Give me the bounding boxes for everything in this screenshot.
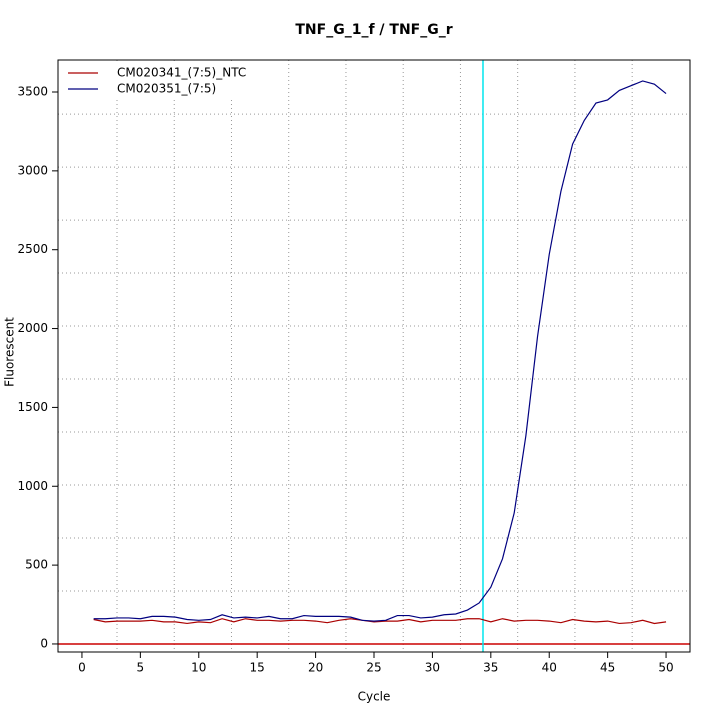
x-tick-label: 45 <box>600 661 615 675</box>
y-tick-label: 500 <box>25 558 48 572</box>
y-tick-label: 1500 <box>17 400 48 414</box>
y-axis-label: Fluorescent <box>3 317 17 387</box>
legend-label: CM020351_(7:5) <box>117 82 216 96</box>
x-tick-label: 25 <box>366 661 381 675</box>
x-axis-label: Cycle <box>358 690 391 704</box>
x-tick-label: 30 <box>425 661 440 675</box>
y-tick-label: 2500 <box>17 242 48 256</box>
chart-title: TNF_G_1_f / TNF_G_r <box>295 22 452 38</box>
y-tick-label: 1000 <box>17 479 48 493</box>
data-line <box>93 618 667 625</box>
x-tick-label: 50 <box>658 661 673 675</box>
x-tick-label: 10 <box>191 661 206 675</box>
data-line <box>93 80 667 622</box>
legend-box <box>63 63 233 99</box>
y-tick-label: 0 <box>40 636 48 650</box>
x-tick-label: 35 <box>483 661 498 675</box>
x-tick-label: 20 <box>308 661 323 675</box>
x-tick-label: 0 <box>78 661 86 675</box>
x-tick-label: 5 <box>137 661 145 675</box>
x-tick-label: 40 <box>542 661 557 675</box>
y-tick-label: 3500 <box>17 85 48 99</box>
y-tick-label: 2000 <box>17 321 48 335</box>
x-tick-label: 15 <box>250 661 265 675</box>
legend-label: CM020341_(7:5)_NTC <box>117 66 246 80</box>
y-tick-label: 3000 <box>17 163 48 177</box>
plot-frame <box>57 59 691 653</box>
